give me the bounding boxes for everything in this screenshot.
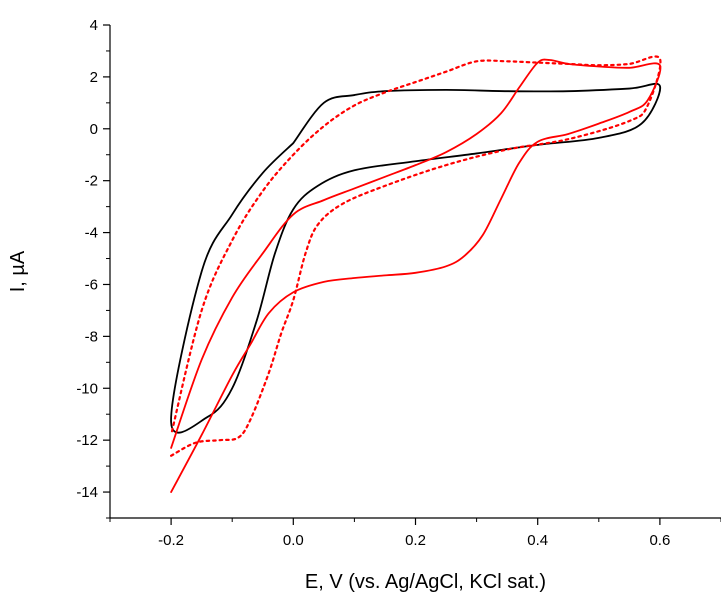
x-tick-label: 0.0 [283,532,304,549]
red-solid-curve [170,58,662,493]
y-tick-label: 2 [90,69,98,86]
y-tick-label: -4 [85,225,98,242]
x-tick-label: 0.6 [649,532,670,549]
x-axis-title: E, V (vs. Ag/AgCl, KCl sat.) [305,571,546,593]
y-tick-label: -14 [76,484,98,501]
y-tick-label: -2 [85,173,98,190]
x-tick-label: 0.2 [405,532,426,549]
x-tick-label: -0.2 [158,532,184,549]
x-tick-label: 0.4 [527,532,548,549]
y-axis-title: I, µA [7,250,29,292]
red-dotted-curve [170,55,662,457]
y-tick-label: -12 [76,432,98,449]
x-ticks: -0.2 0.0 0.2 0.4 0.6 [109,518,721,549]
black-solid-curve [170,82,662,434]
y-tick-label: 4 [90,17,98,34]
y-tick-label: -8 [85,328,98,345]
y-ticks: -14 -12 -10 -8 -6 -4 -2 0 2 4 [76,17,110,519]
plot-area [170,55,662,493]
y-tick-label: -10 [76,380,98,397]
y-tick-label: 0 [90,121,98,138]
y-tick-label: -6 [85,276,98,293]
